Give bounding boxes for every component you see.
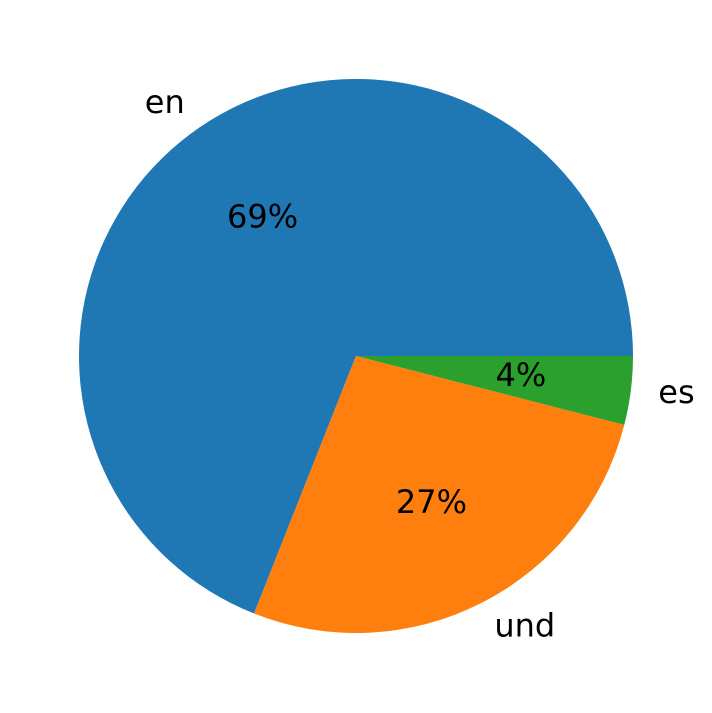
pie-slice — [78, 79, 634, 614]
category-label: und — [494, 606, 555, 644]
pie-slice — [356, 356, 633, 425]
category-label: en — [145, 83, 185, 121]
value-label: 4% — [496, 356, 547, 394]
value-label: 27% — [396, 483, 467, 521]
category-label: es — [658, 373, 694, 411]
value-label: 69% — [227, 198, 298, 236]
pie-slice — [254, 356, 625, 633]
